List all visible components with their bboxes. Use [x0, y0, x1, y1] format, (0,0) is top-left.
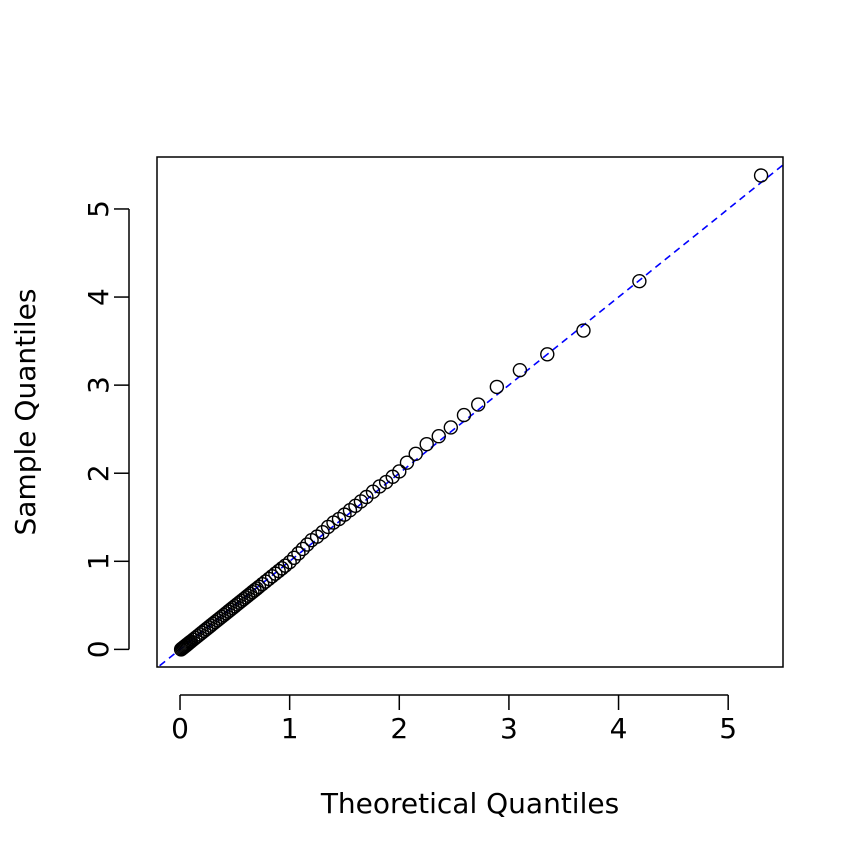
y-axis: 0 1 2 3 4 5 — [82, 200, 130, 658]
data-point — [489, 379, 505, 395]
x-tick-label: 5 — [719, 712, 737, 745]
y-tick-label: 5 — [82, 200, 115, 218]
x-axis: 0 1 2 3 4 5 — [171, 694, 737, 745]
y-tick-label: 4 — [82, 288, 115, 306]
y-tick-label: 3 — [82, 376, 115, 394]
x-tick-label: 2 — [390, 712, 408, 745]
x-tick-label: 1 — [281, 712, 299, 745]
data-point — [540, 347, 555, 362]
data-point — [291, 546, 306, 561]
plot-frame — [156, 156, 784, 668]
data-point — [295, 541, 311, 557]
data-point — [512, 362, 528, 378]
data-point — [315, 525, 330, 540]
y-tick-label: 2 — [82, 464, 115, 482]
y-tick-label: 0 — [82, 640, 115, 658]
y-tick-label: 1 — [82, 552, 115, 570]
data-point — [443, 420, 459, 435]
data-point — [753, 168, 769, 183]
x-tick-label: 0 — [171, 712, 189, 745]
data-point — [299, 537, 315, 552]
data-point — [576, 323, 591, 338]
data-point — [278, 558, 293, 573]
data-point — [431, 429, 446, 444]
data-point — [392, 464, 407, 479]
x-tick-label: 4 — [610, 712, 628, 745]
points-layer — [173, 168, 769, 657]
data-point — [419, 436, 434, 452]
data-point — [282, 554, 297, 570]
data-point — [286, 550, 302, 565]
data-point — [471, 397, 486, 412]
x-tick-label: 3 — [500, 712, 518, 745]
x-axis-label: Theoretical Quantiles — [320, 787, 619, 820]
data-point — [456, 407, 472, 423]
data-point — [632, 273, 647, 289]
reference-line-layer — [157, 163, 783, 667]
y-axis-label: Sample Quantiles — [9, 289, 42, 536]
reference-line — [157, 163, 783, 667]
data-point — [408, 446, 423, 462]
data-point — [399, 455, 415, 470]
